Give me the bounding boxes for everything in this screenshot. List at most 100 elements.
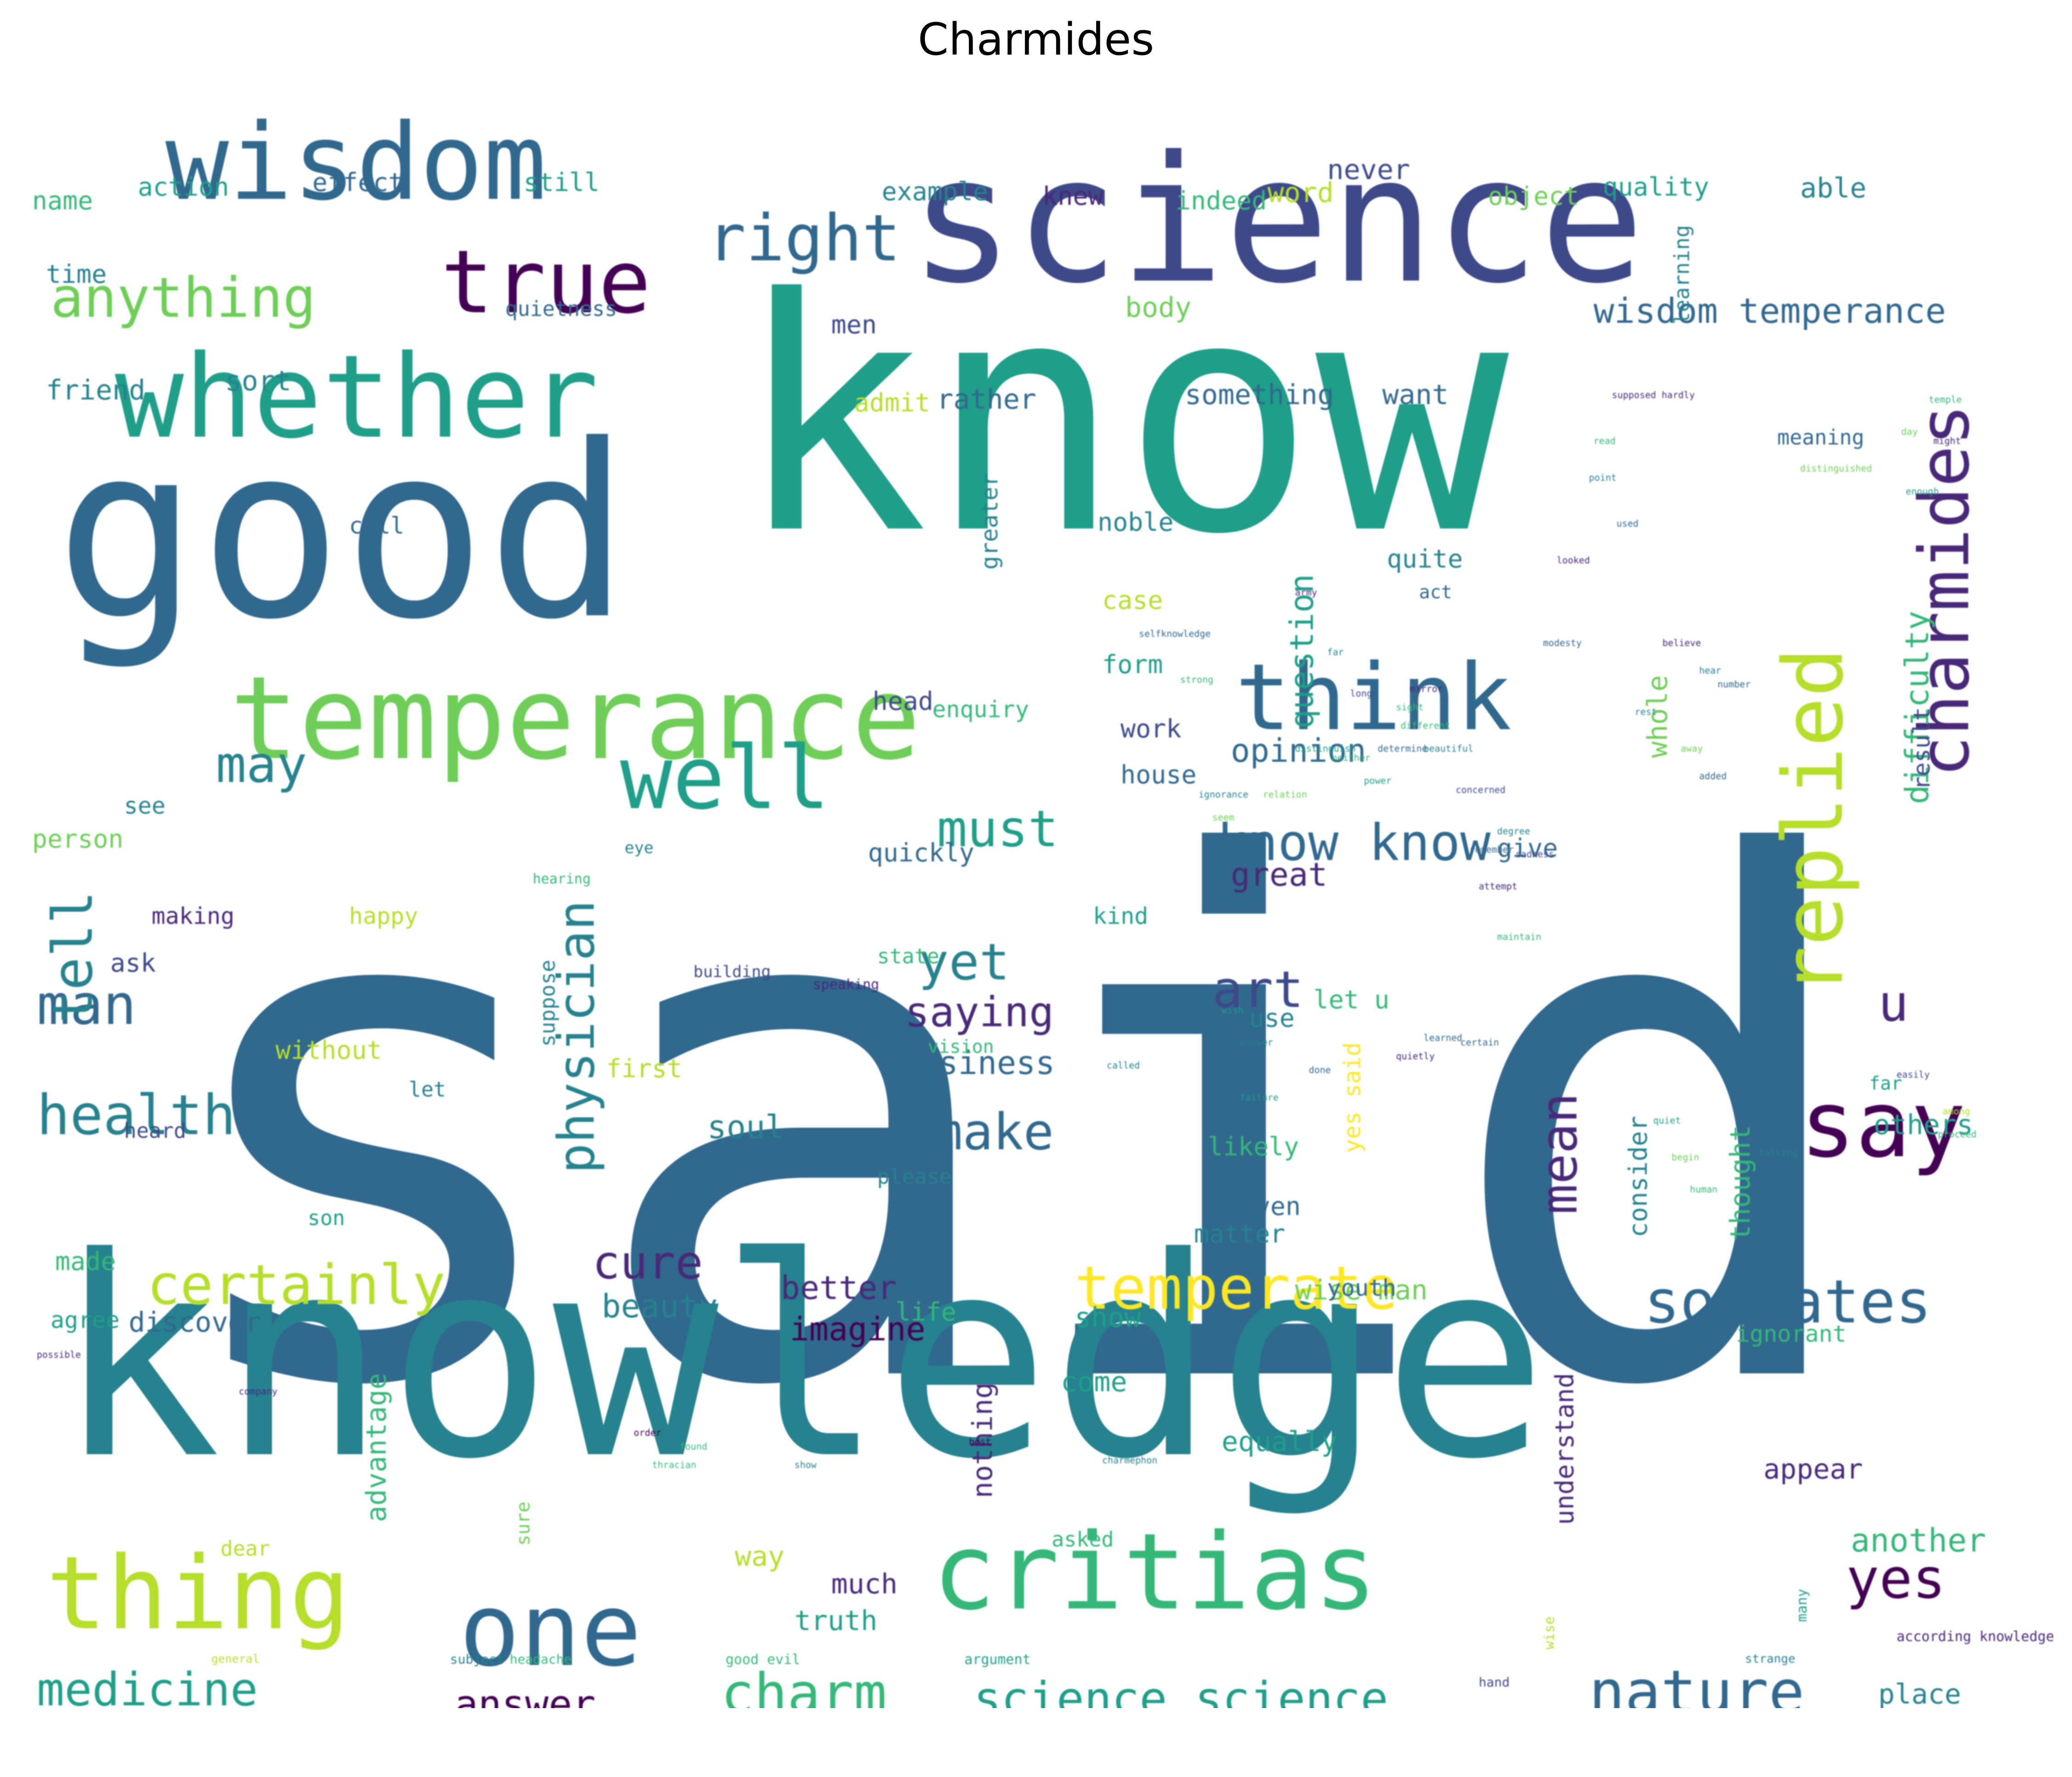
word: cure xyxy=(592,1236,703,1289)
word: true xyxy=(441,231,651,333)
word: case xyxy=(1102,585,1163,615)
word: noble xyxy=(1098,507,1174,537)
word: point xyxy=(1589,472,1617,483)
word: certainly xyxy=(147,1254,446,1317)
word: begin xyxy=(1672,1152,1700,1163)
word: good evil xyxy=(726,1652,800,1668)
word: medicine xyxy=(37,1663,258,1709)
word: use xyxy=(1249,1003,1295,1033)
word: example xyxy=(882,177,988,206)
word: health xyxy=(37,1084,236,1147)
word: rest xyxy=(1635,706,1657,717)
word: ignorant xyxy=(1736,1321,1847,1347)
word: talking xyxy=(1759,1147,1798,1158)
word: strange xyxy=(1745,1652,1796,1666)
word: matter xyxy=(1194,1219,1285,1248)
word: come xyxy=(1061,1366,1127,1398)
word: enquiry xyxy=(932,696,1029,723)
figure-title: Charmides xyxy=(918,14,1154,65)
word: rather xyxy=(937,383,1036,416)
word: order xyxy=(634,1427,662,1438)
word: thought xyxy=(1724,1125,1757,1241)
word: quality xyxy=(1603,172,1709,202)
word: failure xyxy=(1240,1092,1279,1103)
word: many xyxy=(1794,1589,1810,1622)
word: enough xyxy=(1906,486,1939,497)
word: number xyxy=(1717,679,1751,690)
word: argument xyxy=(964,1652,1031,1668)
word: relation xyxy=(1263,789,1307,800)
word: may xyxy=(216,735,307,794)
word: sight xyxy=(1396,702,1424,713)
word: charmephon xyxy=(1102,1455,1158,1466)
word: never xyxy=(1327,154,1410,186)
word: great xyxy=(1231,856,1328,894)
word: power xyxy=(1364,775,1392,786)
word: way xyxy=(735,1541,785,1573)
word: want xyxy=(1382,379,1449,411)
word: art xyxy=(1212,960,1304,1019)
word: found xyxy=(680,1441,708,1452)
word: show xyxy=(1075,1302,1141,1334)
word: headache xyxy=(510,1652,572,1667)
word-cloud: said know knowledge science good wisdom temper… xyxy=(18,83,2054,1709)
word: quietness xyxy=(505,297,617,321)
word: show xyxy=(794,1459,817,1470)
word: action xyxy=(138,172,229,202)
word: certain xyxy=(1460,1037,1499,1048)
word: act xyxy=(1419,582,1453,603)
word: science science xyxy=(974,1672,1389,1709)
word: understand xyxy=(1550,1373,1579,1525)
word: make xyxy=(932,1102,1054,1161)
word: able xyxy=(1800,172,1867,204)
word: yet xyxy=(918,933,1010,991)
word: state xyxy=(877,944,940,968)
word: head xyxy=(873,686,934,716)
word: hearing xyxy=(533,871,591,887)
word: happy xyxy=(349,903,418,929)
word: beauty xyxy=(602,1288,718,1325)
word: degree xyxy=(1497,826,1531,837)
word: soul xyxy=(707,1108,785,1146)
word: person xyxy=(32,824,124,854)
word: ignorance xyxy=(1199,789,1249,800)
word: man xyxy=(37,973,136,1037)
word: best xyxy=(969,1436,991,1447)
word: whether xyxy=(115,330,599,464)
word: speaking xyxy=(813,977,879,993)
word: replied xyxy=(1766,647,1862,996)
word: asked xyxy=(1052,1527,1114,1552)
word: something xyxy=(1185,379,1334,411)
word: still xyxy=(524,168,600,197)
word: consider xyxy=(1623,1116,1653,1237)
word: believe xyxy=(1662,637,1701,648)
word: think xyxy=(1235,644,1512,751)
word: sadness xyxy=(1515,849,1554,860)
word: used xyxy=(1616,518,1639,529)
word: vision xyxy=(928,1036,994,1057)
word: first xyxy=(606,1054,682,1083)
word: said xyxy=(156,713,1870,1541)
word: without xyxy=(276,1035,382,1065)
word: might xyxy=(1933,435,1961,446)
word: company xyxy=(239,1386,278,1397)
word: meaning xyxy=(1777,425,1864,450)
word: determine xyxy=(1378,743,1428,754)
word: long xyxy=(1350,688,1373,699)
word: result xyxy=(1909,707,1935,790)
word: name xyxy=(32,186,93,215)
word: wise xyxy=(1542,1616,1558,1650)
word: effect xyxy=(312,168,404,197)
word: strong xyxy=(1180,674,1214,685)
word: human xyxy=(1690,1184,1718,1195)
word: knowledge xyxy=(55,1198,1548,1519)
word: beautiful xyxy=(1424,743,1474,754)
word: quiet xyxy=(1653,1115,1681,1126)
word: much xyxy=(831,1568,898,1600)
word: object xyxy=(1488,181,1579,211)
word: charm xyxy=(721,1662,887,1709)
word: selfknowledge xyxy=(1139,628,1211,639)
word: day xyxy=(1901,426,1918,437)
word: greater xyxy=(976,473,1003,570)
word: answer xyxy=(455,1682,596,1708)
